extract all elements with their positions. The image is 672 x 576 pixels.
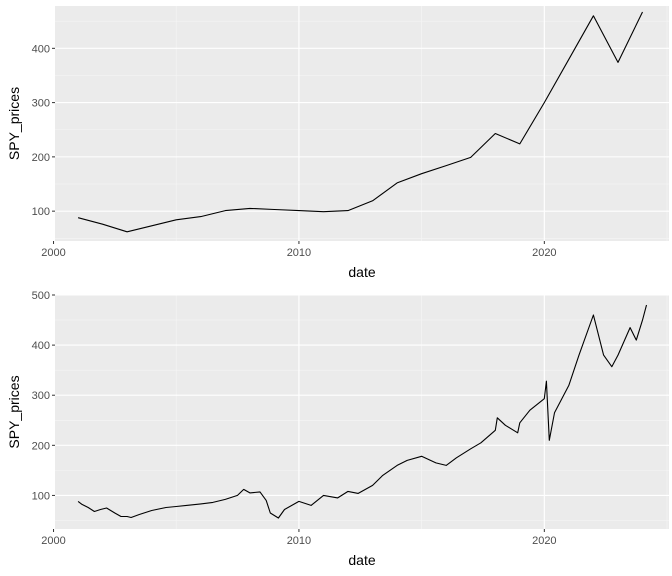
chart-top: 100 200 300 400 2000 2010 2020 date SPY_prices (6, 6, 669, 280)
y-tick-label: 100 (32, 490, 50, 502)
plot-panel (55, 295, 669, 529)
x-tick-label: 2020 (532, 535, 556, 547)
plot-panel (55, 6, 669, 241)
chart-bottom: 100 200 300 400 500 2000 2010 2020 date SPY_price… (6, 290, 669, 568)
y-tick-label: 300 (32, 390, 50, 402)
x-tick-label: 2020 (532, 247, 556, 259)
y-axis-title: SPY_prices (6, 87, 22, 160)
x-axis-title: date (348, 264, 375, 280)
y-tick-label: 300 (32, 98, 50, 110)
x-tick-label: 2010 (287, 247, 311, 259)
x-tick-label: 2000 (41, 247, 65, 259)
y-tick-label: 200 (32, 152, 50, 164)
y-tick-label: 400 (32, 340, 50, 352)
y-tick-label: 100 (32, 206, 50, 218)
x-axis-title: date (348, 552, 375, 568)
y-tick-label: 200 (32, 440, 50, 452)
x-tick-label: 2000 (41, 535, 65, 547)
series-line (77, 11, 643, 233)
y-axis-title: SPY_prices (6, 375, 22, 448)
x-tick-label: 2010 (287, 535, 311, 547)
y-tick-label: 400 (32, 43, 50, 55)
series-line (77, 304, 648, 519)
y-tick-label: 500 (32, 290, 50, 302)
